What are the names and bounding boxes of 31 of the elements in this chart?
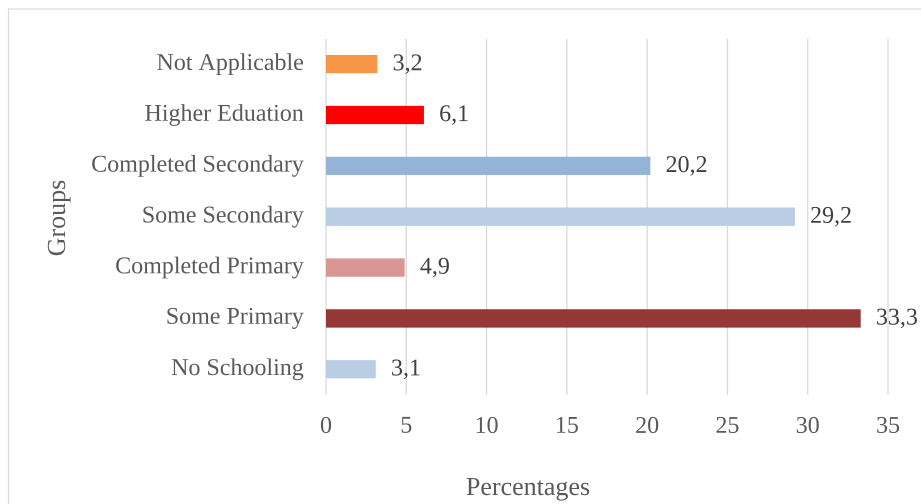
x-tick-label: 5 [402,416,412,433]
data-label: 3,1 [392,359,420,380]
bar [326,106,424,124]
y-axis-title: Groups [48,180,71,256]
bar [326,156,650,176]
x-tick-label: 30 [796,416,819,434]
bar [326,309,861,328]
x-tick-label: 20 [636,416,658,434]
x-tick-label: 25 [716,416,738,434]
bar [326,258,405,277]
bar [326,360,376,378]
x-tick-label: 15 [556,416,578,433]
data-label: 3,2 [394,54,422,74]
data-label: 20,2 [666,156,706,176]
data-label: 33,3 [877,308,917,328]
y-tick-label: Completed Primary [116,256,304,278]
bar [326,54,378,74]
x-axis-title: Percentages [466,478,590,501]
x-tick-label: 10 [476,416,498,434]
x-tick-label: 35 [877,416,900,434]
data-label: 6,1 [440,105,468,125]
data-label: 4,9 [420,258,449,278]
y-tick-label: Some Primary [167,308,304,329]
y-tick-label: Higher Eduation [145,104,304,126]
y-tick-label: Completed Secondary [92,154,304,177]
data-label: 29,2 [811,206,851,226]
y-tick-label: No Schooling [172,358,304,380]
bar [326,208,795,226]
y-tick-label: Some Secondary [143,206,304,228]
y-tick-label: Not Applicable [157,53,303,76]
x-tick-label: 0 [320,416,332,434]
